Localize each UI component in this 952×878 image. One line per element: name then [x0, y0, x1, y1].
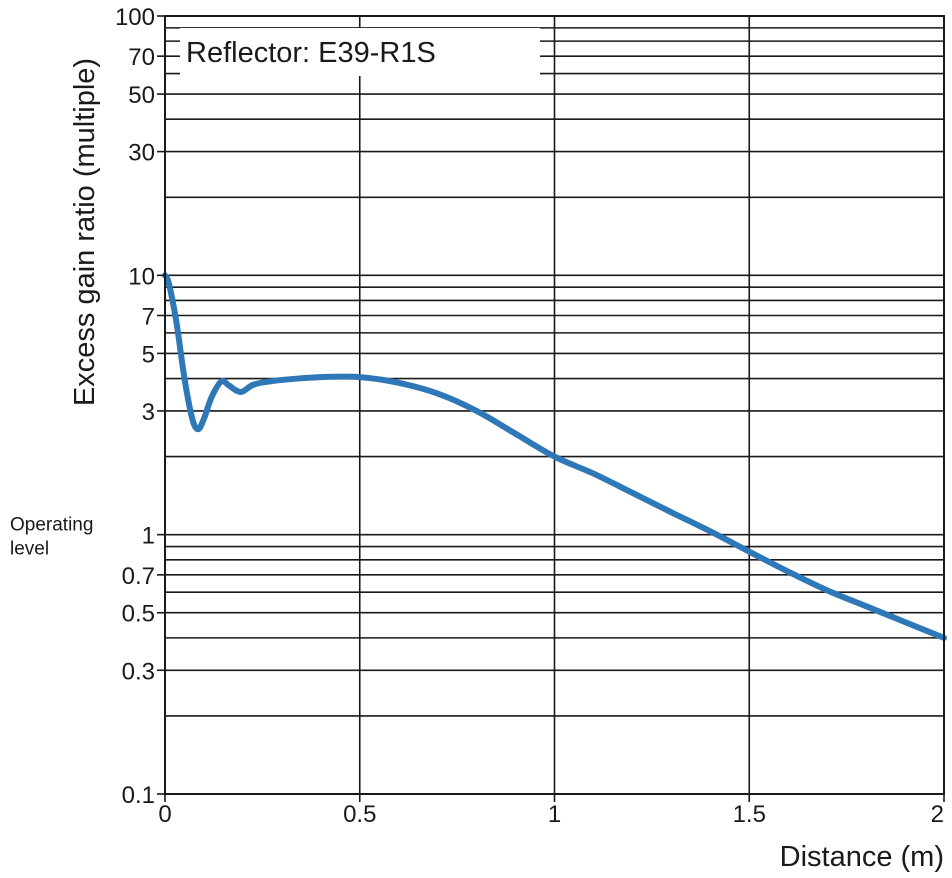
- operating-level-label: Operating: [10, 515, 93, 536]
- y-tick-label: 70: [128, 44, 155, 71]
- x-tick-label: 0: [158, 801, 171, 828]
- y-tick-label: 0.3: [122, 658, 155, 685]
- x-axis-label: Distance (m): [780, 841, 944, 873]
- y-axis-label: Excess gain ratio (multiple): [69, 58, 101, 406]
- y-tick-label: 1: [142, 523, 155, 550]
- y-tick-label: 0.5: [122, 601, 155, 628]
- y-tick-label: 30: [128, 140, 155, 167]
- x-tick-label: 1: [548, 801, 561, 828]
- grid-lines: [164, 15, 945, 794]
- y-tick-label: 3: [142, 399, 155, 426]
- axes-frame: [157, 15, 945, 802]
- title-box: Reflector: E39-R1S: [180, 28, 540, 76]
- series-layer: [162, 272, 947, 641]
- annotations-layer: Operating level: [10, 515, 93, 560]
- y-tick-label: 5: [142, 341, 155, 368]
- x-tick-label: 1.5: [733, 801, 766, 828]
- plot-frame: [164, 15, 945, 795]
- y-tick-label: 10: [128, 263, 155, 290]
- series-line: [162, 272, 947, 641]
- y-tick-label: 0.7: [122, 563, 155, 590]
- x-tick-label: 0.5: [343, 801, 376, 828]
- operating-level-label: level: [10, 539, 49, 560]
- title-box-background: [180, 28, 540, 76]
- x-tick-label: 2: [931, 801, 944, 828]
- tick-labels: 0.1 0.3 0.5 0.7 1 3 5 7 10 30 50 70 100 0 0.5 1 1.5 2: [115, 4, 944, 828]
- y-tick-label: 7: [142, 304, 155, 331]
- y-tick-label: 0.1: [122, 782, 155, 809]
- y-tick-label: 100: [115, 4, 155, 31]
- y-tick-label: 50: [128, 82, 155, 109]
- chart-title: Reflector: E39-R1S: [186, 37, 436, 69]
